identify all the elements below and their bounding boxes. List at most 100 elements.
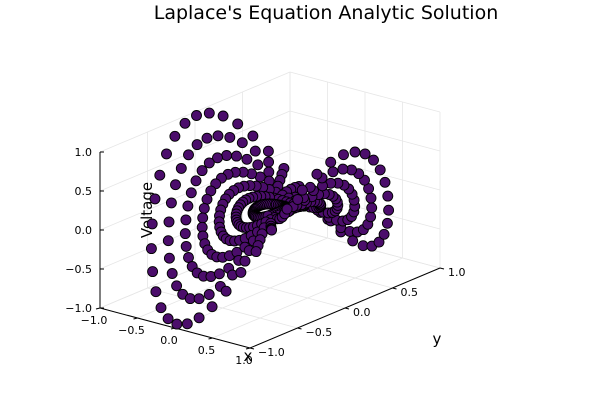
data-point [241,153,253,165]
data-point [191,139,203,151]
data-point [281,203,293,215]
data-point [212,152,223,164]
side-grid-line [289,149,441,191]
data-point [236,137,248,149]
data-point [198,202,210,214]
data-point [161,148,172,160]
data-point [373,236,385,248]
chart-title: Laplace's Equation Analytic Solution [154,2,499,24]
data-point [150,286,162,298]
z-axis-label: Voltage [138,182,156,238]
data-point [338,149,349,161]
y-tick-mark [344,307,350,310]
data-point [162,235,174,247]
data-point [163,252,175,264]
x-tick-mark [95,307,101,310]
data-point [292,194,304,205]
data-point [169,130,181,142]
data-point [203,289,215,300]
data-point [325,156,337,168]
data-point [180,214,192,226]
data-point [382,190,394,202]
data-point [191,110,202,121]
data-point [201,193,213,205]
y-tick-label: 0.5 [401,286,419,299]
data-point [249,145,261,157]
data-point [171,318,183,330]
data-point [349,146,361,158]
floor-grid-line [147,287,298,329]
x-axis-label: x [244,347,253,365]
floor-grid-line [242,247,393,289]
data-point [183,149,194,161]
z-tick-label: −1.0 [65,302,92,315]
data-point [266,224,278,236]
data-point [213,268,225,280]
data-point [149,193,161,205]
side-grid-line [289,110,441,152]
data-point [203,107,215,119]
data-point [347,235,359,247]
z-tick-label: 0.5 [75,185,93,198]
y-tick-label: 0.0 [353,306,371,319]
data-point [145,243,157,255]
data-point [359,148,371,160]
data-point [166,268,178,279]
data-point [197,212,209,224]
data-point [224,131,236,143]
data-point [146,218,158,230]
data-point [235,266,247,278]
data-point [239,255,251,267]
data-point [171,280,183,292]
data-point [379,176,391,188]
data-point [296,184,308,196]
x-tick-label: −0.5 [118,324,145,337]
data-point [337,163,349,175]
y-tick-labels: −1.0 −0.5 0.0 0.5 1.0 [258,266,466,359]
data-point [212,130,224,142]
data-point [201,132,213,144]
data-point [185,187,197,199]
side-grid-line [289,71,441,113]
y-tick-mark [297,327,302,330]
back-grid-line [99,110,291,192]
x-tick-label: 0.5 [198,344,216,357]
data-point [181,318,193,330]
data-point [193,312,205,324]
y-tick-mark [249,347,255,350]
y-tick-label: −1.0 [258,346,285,359]
data-point [247,130,259,142]
x-tick-label: −1.0 [81,314,108,327]
data-point [162,313,174,325]
y-axis-label: y [433,330,442,348]
data-point [170,179,181,191]
data-point [252,159,264,171]
x-tick-label: 1.0 [235,354,253,367]
data-point [220,285,232,297]
data-point [263,156,275,168]
data-point [221,150,233,161]
data-point [183,252,194,263]
data-point [383,204,395,216]
data-point [193,293,205,305]
y-tick-mark [392,287,397,290]
data-points [145,107,395,330]
data-point [378,228,390,240]
data-point [381,217,393,229]
data-point [365,211,377,223]
z-tick-label: 1.0 [75,146,93,159]
data-point [368,154,379,166]
x-tick-label: 0.0 [160,334,178,347]
y-tick-label: 1.0 [448,266,466,279]
data-point [182,200,194,212]
x-tick-mark [133,317,138,320]
data-point [262,145,274,157]
data-point [196,165,208,177]
z-tick-label: −0.5 [65,263,92,276]
data-point [311,168,323,180]
data-point [366,202,378,214]
data-point [190,175,202,187]
data-point [147,266,159,278]
